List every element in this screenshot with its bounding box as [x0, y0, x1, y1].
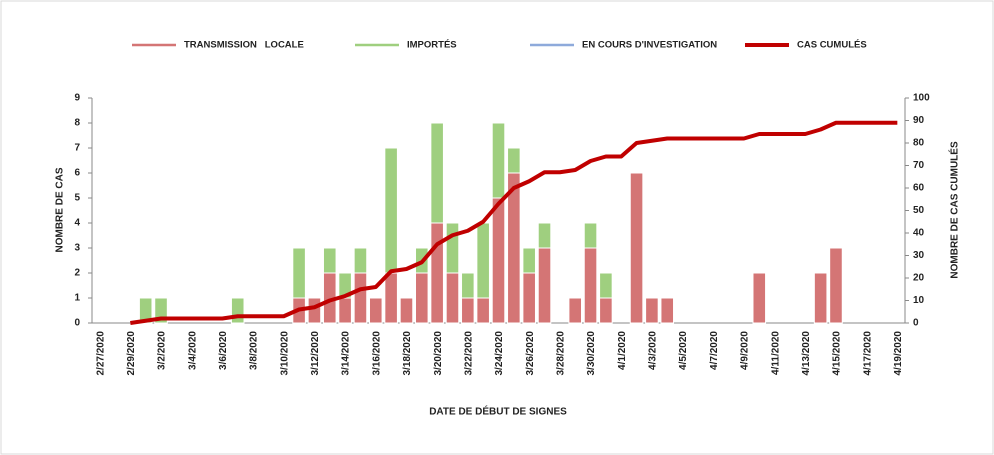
y-tick-label: 8 — [74, 118, 80, 129]
y2-tick-label: 30 — [913, 250, 925, 261]
x-tick-label: 4/9/2020 — [740, 331, 751, 370]
y2-axis-label: NOMBRE DE CAS CUMULÉS — [948, 141, 961, 279]
bar — [368, 297, 383, 324]
y-tick-label: 1 — [74, 293, 80, 304]
x-tick-label: 3/28/2020 — [555, 331, 566, 376]
bar — [813, 272, 828, 324]
y-axis-label: NOMBRE DE CAS — [55, 167, 66, 252]
bar — [445, 272, 460, 324]
y2-tick-label: 100 — [913, 93, 930, 104]
y-tick-label: 3 — [74, 243, 80, 254]
x-axis-label: DATE DE DÉBUT DE SIGNES — [429, 405, 567, 418]
bar — [476, 222, 490, 299]
bar — [629, 172, 644, 324]
bar — [491, 197, 506, 324]
bar — [537, 222, 552, 249]
x-tick-label: 3/18/2020 — [402, 331, 413, 376]
x-tick-label: 3/22/2020 — [463, 331, 474, 376]
bar — [522, 247, 536, 274]
bar — [829, 247, 843, 324]
bar — [415, 272, 429, 324]
line — [130, 120, 898, 325]
x-tick-label: 3/26/2020 — [525, 331, 536, 376]
x-tick-label: 3/4/2020 — [187, 331, 198, 370]
bar — [322, 247, 337, 274]
bar — [476, 297, 490, 324]
x-tick-label: 4/11/2020 — [770, 331, 781, 375]
y2-tick-label: 10 — [913, 295, 925, 306]
x-tick-label: 3/30/2020 — [586, 331, 597, 376]
y2-tick-label: 40 — [913, 228, 925, 239]
x-tick-label: 2/27/2020 — [95, 331, 106, 376]
bar — [384, 147, 398, 274]
bar — [292, 247, 306, 299]
y2-tick-label: 50 — [913, 205, 925, 216]
x-tick-label: 4/1/2020 — [617, 331, 628, 370]
x-tick-label: 3/12/2020 — [310, 331, 321, 376]
x-tick-label: 4/5/2020 — [678, 331, 689, 370]
legend-label: TRANSMISSION LOCALE — [184, 40, 304, 51]
x-tick-label: 2/29/2020 — [126, 331, 137, 376]
y2-tick-label: 20 — [913, 273, 925, 284]
y-tick-label: 2 — [74, 268, 80, 279]
bar — [384, 272, 398, 324]
x-tick-label: 3/20/2020 — [433, 331, 444, 376]
bar — [230, 297, 245, 324]
x-tick-label: 4/17/2020 — [862, 331, 873, 376]
y2-tick-label: 70 — [913, 160, 925, 171]
y-tick-label: 0 — [74, 318, 80, 329]
y2-tick-label: 60 — [913, 183, 925, 194]
x-tick-label: 4/19/2020 — [893, 331, 904, 376]
bar — [307, 297, 322, 324]
bar — [353, 247, 368, 274]
x-tick-label: 3/24/2020 — [494, 331, 505, 376]
bar — [399, 297, 414, 324]
bar — [583, 222, 598, 249]
bar — [599, 272, 613, 299]
x-tick-label: 3/16/2020 — [371, 331, 382, 376]
y-tick-label: 5 — [74, 193, 80, 204]
bar — [752, 272, 767, 324]
bar — [507, 147, 521, 174]
bar — [537, 247, 552, 324]
y2-tick-label: 90 — [913, 115, 925, 126]
bar — [430, 222, 444, 324]
x-tick-label: 3/14/2020 — [341, 331, 352, 376]
y-tick-label: 4 — [74, 218, 80, 229]
bar — [583, 247, 598, 324]
x-tick-label: 4/15/2020 — [832, 331, 843, 376]
legend-label: IMPORTÉS — [407, 40, 457, 51]
x-tick-label: 3/2/2020 — [157, 331, 168, 370]
bar — [645, 297, 659, 324]
x-tick-label: 3/8/2020 — [249, 331, 260, 370]
bar — [491, 122, 506, 199]
legend-label: EN COURS D'INVESTIGATION — [582, 40, 717, 51]
bar — [461, 297, 475, 324]
bar — [507, 172, 521, 324]
x-tick-label: 3/6/2020 — [218, 331, 229, 370]
x-tick-label: 4/7/2020 — [709, 331, 720, 370]
bar — [660, 297, 675, 324]
bar — [445, 222, 460, 274]
y-tick-label: 7 — [74, 143, 80, 154]
x-tick-label: 3/10/2020 — [279, 331, 290, 376]
x-tick-label: 4/13/2020 — [801, 331, 812, 376]
bar — [522, 272, 536, 324]
bar — [599, 297, 613, 324]
bar — [353, 272, 368, 324]
y-tick-label: 9 — [74, 93, 80, 104]
y2-tick-label: 0 — [913, 318, 919, 329]
bar — [138, 297, 153, 324]
bar — [430, 122, 444, 224]
y-tick-label: 6 — [74, 168, 80, 179]
bar — [338, 297, 352, 324]
bar — [568, 297, 582, 324]
y2-tick-label: 80 — [913, 138, 925, 149]
legend-label: CAS CUMULÉS — [797, 40, 867, 51]
x-tick-label: 4/3/2020 — [648, 331, 659, 370]
bar — [461, 272, 475, 299]
